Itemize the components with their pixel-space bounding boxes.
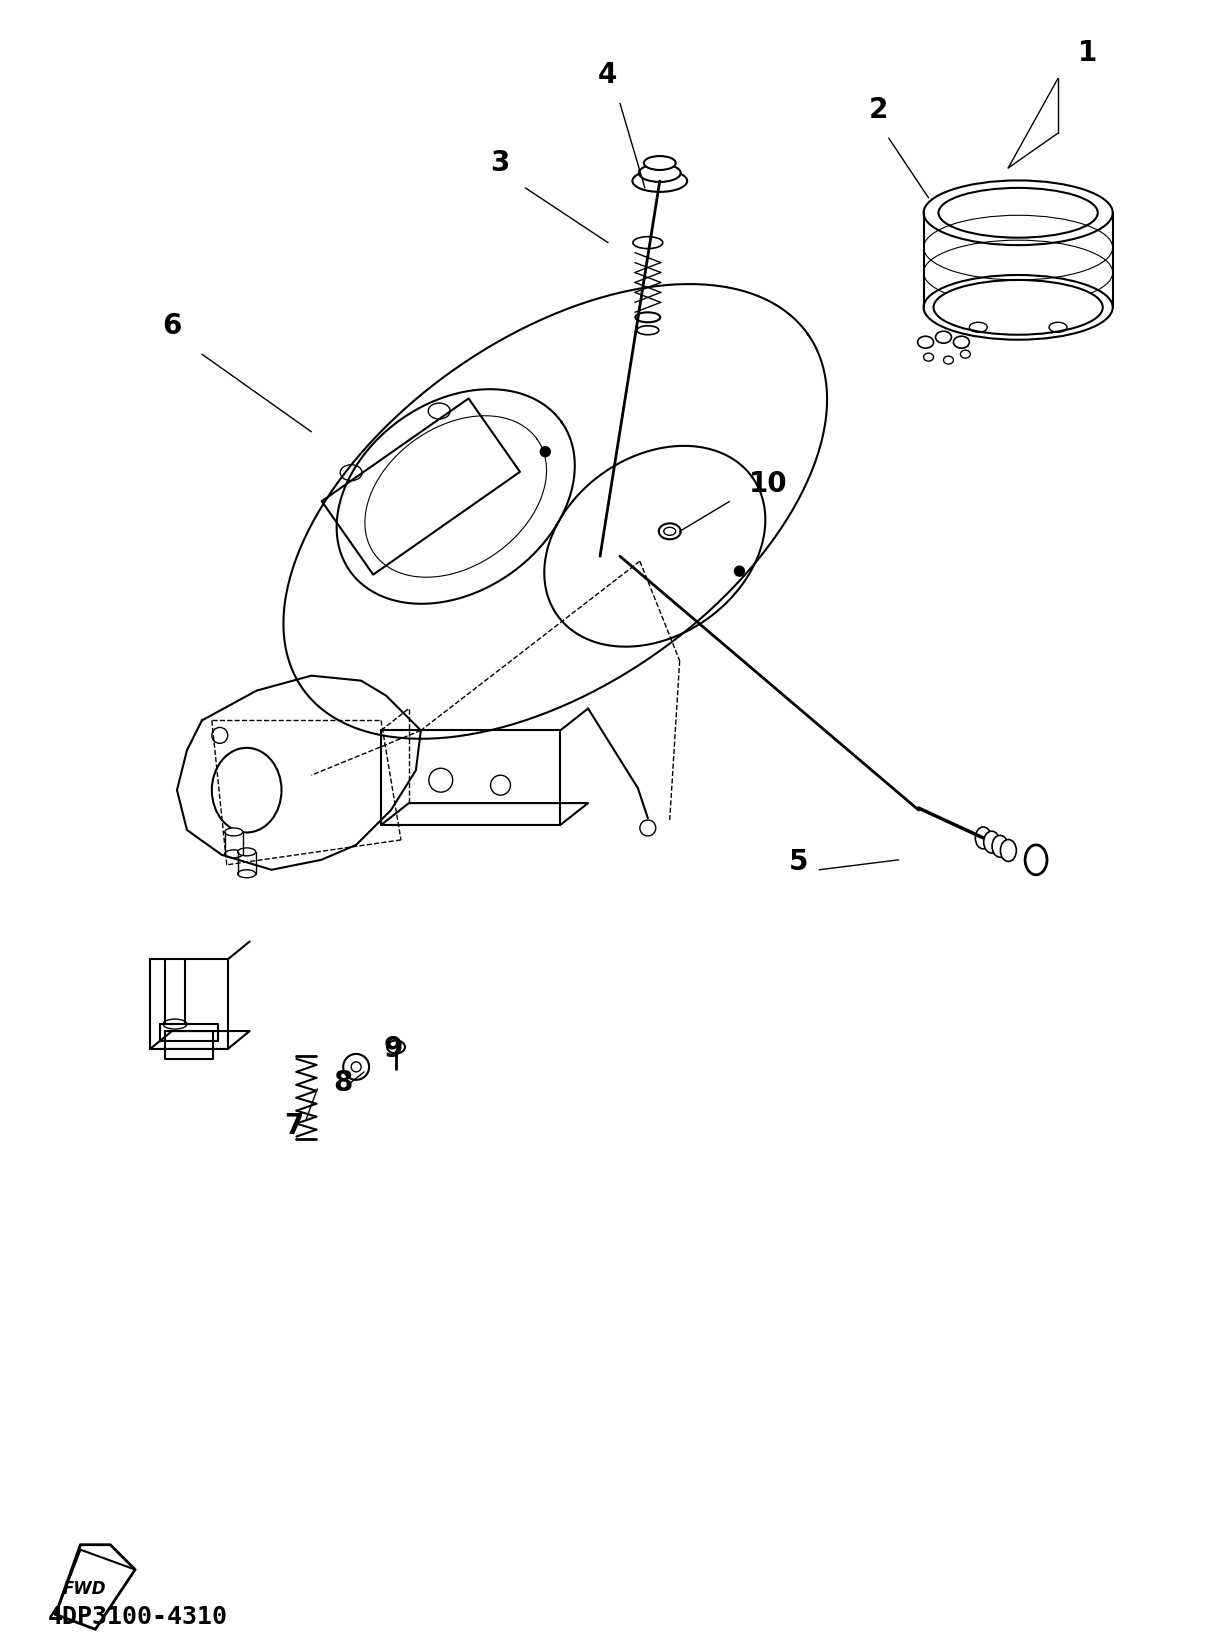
Circle shape — [541, 447, 550, 457]
Text: FWD: FWD — [62, 1581, 106, 1599]
Ellipse shape — [428, 403, 450, 419]
Ellipse shape — [225, 850, 242, 857]
Ellipse shape — [632, 169, 687, 192]
Ellipse shape — [237, 847, 256, 855]
Ellipse shape — [632, 237, 663, 248]
Text: 9: 9 — [384, 1035, 404, 1063]
Text: 4: 4 — [598, 61, 618, 89]
Ellipse shape — [943, 355, 954, 364]
Ellipse shape — [659, 523, 681, 540]
Text: 5: 5 — [789, 847, 808, 875]
Ellipse shape — [923, 354, 933, 362]
Ellipse shape — [960, 350, 970, 359]
Ellipse shape — [983, 831, 999, 854]
Text: 1: 1 — [1077, 39, 1097, 67]
Text: 7: 7 — [285, 1112, 303, 1140]
Ellipse shape — [992, 836, 1008, 857]
Text: 6: 6 — [163, 313, 181, 341]
Ellipse shape — [163, 1020, 187, 1030]
Text: 3: 3 — [490, 150, 510, 178]
Text: 8: 8 — [334, 1069, 352, 1097]
Ellipse shape — [933, 280, 1103, 334]
Ellipse shape — [340, 466, 362, 480]
Ellipse shape — [643, 156, 675, 169]
Ellipse shape — [638, 164, 681, 183]
Ellipse shape — [237, 870, 256, 878]
Text: 4DP3100-4310: 4DP3100-4310 — [48, 1606, 227, 1629]
Text: 2: 2 — [868, 95, 888, 125]
Text: 10: 10 — [750, 469, 788, 497]
Ellipse shape — [1000, 839, 1016, 862]
Ellipse shape — [636, 313, 660, 322]
Ellipse shape — [225, 827, 242, 836]
Ellipse shape — [637, 326, 659, 334]
Circle shape — [735, 566, 745, 576]
Ellipse shape — [975, 827, 992, 849]
Ellipse shape — [386, 1041, 405, 1053]
